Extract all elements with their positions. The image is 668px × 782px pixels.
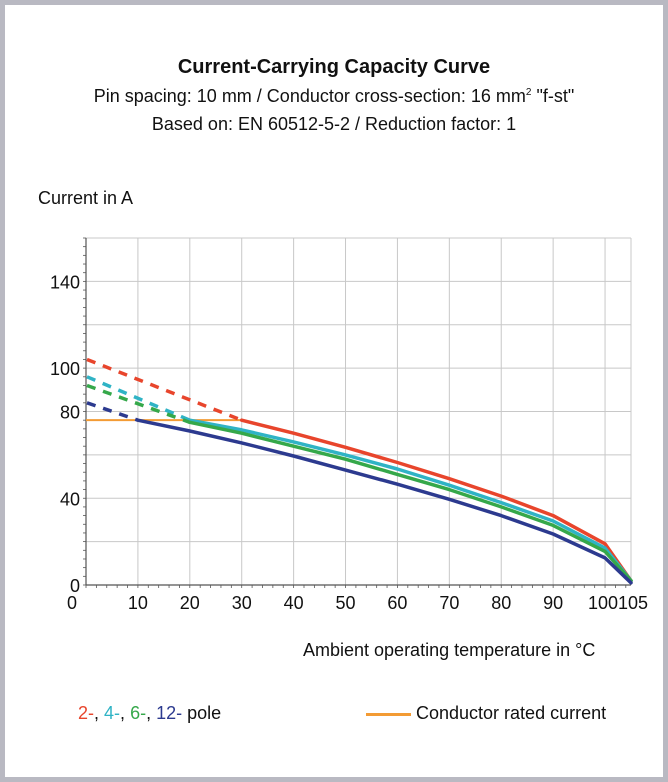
x-tick-label: 90 (543, 593, 563, 613)
subtitle-superscript: 2 (525, 87, 532, 98)
legend-sep: , (94, 703, 105, 723)
legend-series-12: 12- (156, 703, 183, 723)
pole-legend: 2-, 4-, 6-, 12- pole (78, 703, 221, 724)
x-tick-label: 30 (232, 593, 252, 613)
series-line-6 (188, 420, 633, 583)
x-tick-label: 100105 (588, 593, 648, 613)
legend-sep: , (120, 703, 131, 723)
legend-series-6: 6- (130, 703, 147, 723)
chart-title: Current-Carrying Capacity Curve (177, 56, 491, 78)
series-dashed-6 (86, 383, 191, 424)
legend-series-2: 2- (78, 703, 95, 723)
legend-sep: , (146, 703, 157, 723)
series-dashed-12 (86, 401, 139, 422)
x-axis-label: Ambient operating temperature in °C (303, 640, 596, 660)
x-tick-label: 0 (67, 593, 77, 613)
y-tick-label: 100 (50, 359, 80, 379)
chart-subtitle-line-2: Based on: EN 60512-5-2 / Reduction facto… (151, 114, 517, 134)
series-dashed-2 (86, 357, 243, 422)
series-line-12 (136, 418, 633, 585)
chart-subtitle-line-1: Pin spacing: 10 mm / Conductor cross-sec… (0, 86, 668, 107)
y-tick-label: 140 (50, 272, 80, 292)
series-dashed-4 (86, 375, 191, 422)
series-line-4 (188, 418, 633, 583)
legend-series-4: 4- (104, 703, 121, 723)
x-tick-label: 20 (180, 593, 200, 613)
rated-current-legend-label: Conductor rated current (416, 703, 607, 723)
series-line-2 (239, 418, 633, 583)
x-tick-label: 70 (439, 593, 459, 613)
x-tick-label: 80 (491, 593, 511, 613)
subtitle-text-suffix: "f-st" (531, 86, 575, 106)
y-tick-label: 0 (70, 576, 80, 596)
rated-current-legend-swatch (366, 713, 411, 716)
y-tick-label: 80 (60, 403, 80, 423)
x-tick-label: 60 (387, 593, 407, 613)
x-tick-label: 10 (128, 593, 148, 613)
legend-pole-suffix: pole (182, 703, 222, 723)
subtitle-text: Pin spacing: 10 mm / Conductor cross-sec… (93, 86, 526, 106)
x-tick-label: 50 (336, 593, 356, 613)
x-tick-label: 40 (284, 593, 304, 613)
y-tick-label: 40 (60, 489, 80, 509)
y-axis-label: Current in A (38, 188, 134, 208)
